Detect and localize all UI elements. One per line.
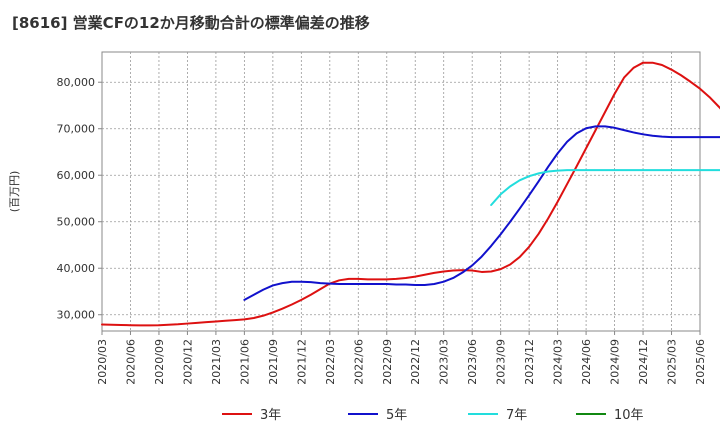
plot-frame	[101, 51, 701, 332]
legend: 3年 5年 7年 10年	[222, 408, 644, 423]
chart-title: [8616] 営業CFの12か月移動合計の標準偏差の推移	[12, 14, 370, 32]
x-tick-label: 2023/09	[495, 339, 508, 385]
legend-label: 3年	[260, 408, 281, 423]
x-tick-label: 2021/06	[238, 339, 251, 385]
series-lines	[101, 61, 720, 327]
x-tick-label: 2023/06	[466, 339, 479, 385]
series-line-7年	[490, 169, 720, 206]
y-axis-label: (百万円)	[8, 171, 21, 213]
x-tick-label: 2021/03	[210, 339, 223, 385]
x-tick-label: 2022/12	[409, 339, 422, 385]
x-tick-label: 2022/06	[352, 339, 365, 385]
x-tick-label: 2024/06	[580, 339, 593, 385]
legend-label: 10年	[614, 408, 644, 423]
x-tick-label: 2020/09	[153, 339, 166, 385]
y-tick-label: 50,000	[57, 216, 96, 229]
x-tick-label: 2024/03	[552, 339, 565, 385]
x-tick-label: 2024/12	[637, 339, 650, 385]
x-tick-label: 2023/03	[438, 339, 451, 385]
series-line-5年	[243, 125, 720, 301]
x-tick-label: 2020/06	[124, 339, 137, 385]
x-tick-label: 2022/09	[381, 339, 394, 385]
series-line-3年	[101, 61, 720, 327]
x-tick-label: 2023/12	[523, 339, 536, 385]
x-tick-label: 2020/03	[96, 339, 109, 385]
y-tick-label: 70,000	[57, 123, 96, 136]
y-tick-label: 60,000	[57, 169, 96, 182]
x-tick-label: 2025/03	[666, 339, 679, 385]
legend-label: 7年	[506, 408, 527, 423]
legend-label: 5年	[386, 408, 407, 423]
x-tick-label: 2022/03	[324, 339, 337, 385]
x-tick-label: 2024/09	[609, 339, 622, 385]
x-tick-label: 2020/12	[181, 339, 194, 385]
y-tick-label: 30,000	[57, 309, 96, 322]
y-tick-label: 40,000	[57, 262, 96, 275]
grid	[101, 51, 701, 332]
x-tick-label: 2021/12	[295, 339, 308, 385]
x-tick-label: 2025/06	[694, 339, 707, 385]
y-tick-label: 80,000	[57, 76, 96, 89]
x-tick-label: 2021/09	[267, 339, 280, 385]
axes: 2020/03 2020/06 2020/09 2020/12 2021/03 2021/…	[8, 76, 707, 384]
